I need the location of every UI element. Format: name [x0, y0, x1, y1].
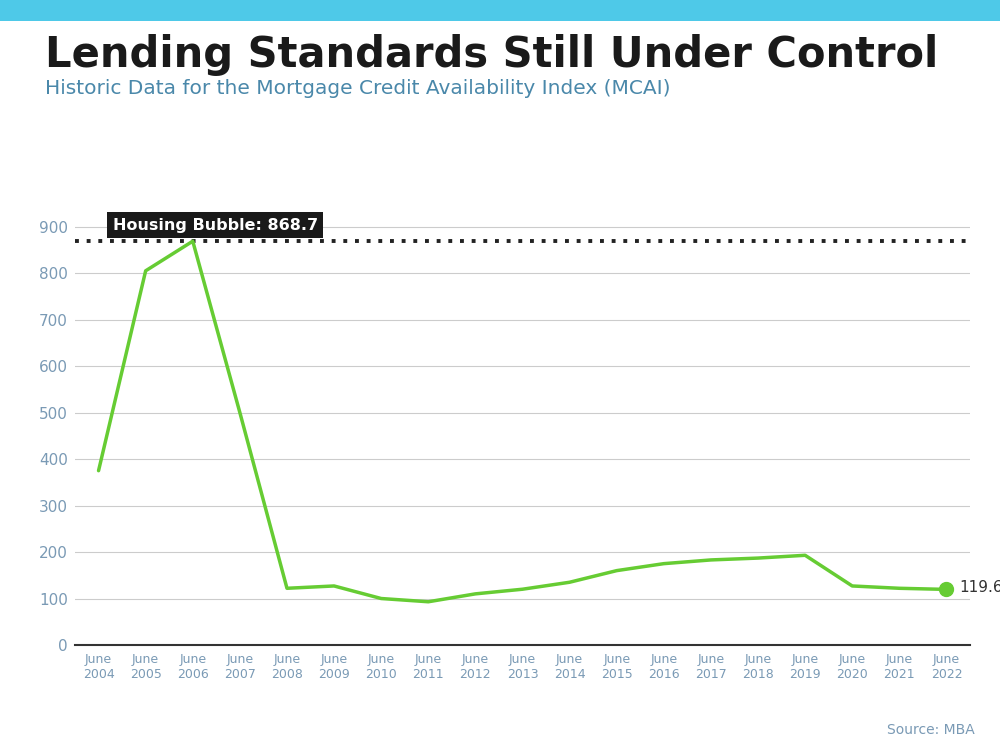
- Text: Historic Data for the Mortgage Credit Availability Index (MCAI): Historic Data for the Mortgage Credit Av…: [45, 79, 670, 98]
- Text: Housing Bubble: 868.7: Housing Bubble: 868.7: [113, 217, 318, 232]
- Text: Lending Standards Still Under Control: Lending Standards Still Under Control: [45, 34, 938, 76]
- Text: 119.6: 119.6: [960, 580, 1000, 595]
- Text: Source: MBA: Source: MBA: [887, 722, 975, 736]
